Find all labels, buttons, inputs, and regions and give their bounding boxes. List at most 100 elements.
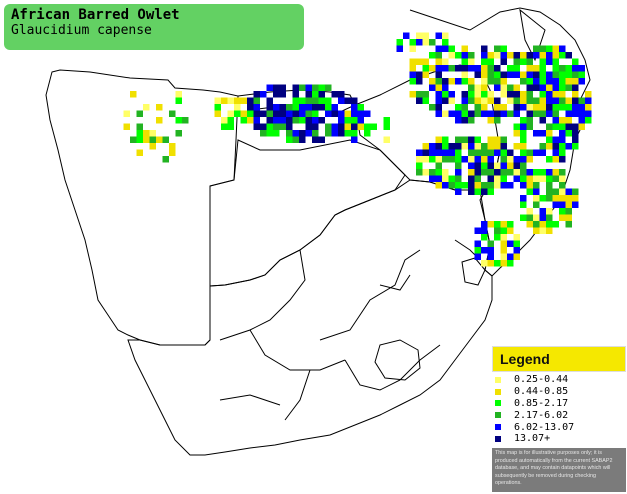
occurrence-cell — [461, 97, 468, 104]
occurrence-cell — [565, 110, 572, 117]
occurrence-cell — [273, 91, 280, 98]
legend-swatch — [495, 424, 501, 431]
occurrence-cell — [487, 169, 494, 176]
occurrence-cell — [130, 91, 137, 98]
occurrence-cell — [442, 97, 449, 104]
occurrence-cell — [546, 123, 553, 130]
occurrence-cell — [266, 123, 273, 130]
occurrence-cell — [494, 45, 501, 52]
occurrence-cell — [559, 136, 566, 143]
occurrence-cell — [533, 130, 540, 137]
occurrence-cell — [552, 117, 559, 124]
occurrence-cell — [546, 221, 553, 228]
occurrence-cell — [565, 65, 572, 72]
occurrence-cell — [559, 78, 566, 85]
occurrence-cell — [572, 65, 579, 72]
legend-row: 0.44-0.85 — [495, 386, 626, 398]
occurrence-cell — [260, 110, 267, 117]
occurrence-cell — [461, 143, 468, 150]
occurrence-cell — [169, 149, 176, 156]
occurrence-cell — [539, 84, 546, 91]
species-latin-name: Glaucidium capense — [11, 23, 152, 38]
occurrence-cell — [526, 188, 533, 195]
occurrence-cell — [214, 97, 221, 104]
occurrence-cell — [448, 52, 455, 59]
occurrence-cell — [487, 97, 494, 104]
occurrence-cell — [455, 188, 462, 195]
occurrence-cell — [539, 65, 546, 72]
occurrence-cell — [474, 65, 481, 72]
occurrence-cell — [539, 110, 546, 117]
occurrence-cell — [448, 149, 455, 156]
occurrence-cell — [481, 104, 488, 111]
occurrence-cell — [468, 97, 475, 104]
occurrence-cell — [221, 123, 228, 130]
occurrence-cell — [435, 45, 442, 52]
occurrence-cell — [448, 156, 455, 163]
occurrence-cell — [494, 78, 501, 85]
occurrence-cell — [429, 104, 436, 111]
occurrence-cell — [487, 52, 494, 59]
occurrence-cell — [494, 260, 501, 267]
occurrence-cell — [500, 162, 507, 169]
occurrence-cell — [442, 175, 449, 182]
occurrence-cell — [552, 65, 559, 72]
occurrence-cell — [552, 78, 559, 85]
occurrence-cell — [546, 175, 553, 182]
occurrence-cell — [429, 39, 436, 46]
occurrence-cell — [526, 156, 533, 163]
occurrence-cell — [305, 97, 312, 104]
occurrence-cell — [585, 97, 592, 104]
occurrence-cell — [559, 117, 566, 124]
occurrence-cell — [253, 91, 260, 98]
occurrence-cell — [299, 117, 306, 124]
occurrence-cell — [494, 110, 501, 117]
occurrence-cell — [552, 201, 559, 208]
occurrence-cell — [578, 117, 585, 124]
occurrence-cell — [416, 78, 423, 85]
occurrence-cell — [520, 117, 527, 124]
occurrence-cell — [533, 84, 540, 91]
occurrence-cell — [533, 227, 540, 234]
occurrence-cell — [539, 149, 546, 156]
occurrence-cell — [500, 78, 507, 85]
occurrence-cell — [429, 169, 436, 176]
occurrence-cell — [474, 182, 481, 189]
occurrence-cell — [214, 110, 221, 117]
occurrence-cell — [513, 123, 520, 130]
occurrence-cell — [468, 188, 475, 195]
occurrence-cell — [442, 110, 449, 117]
occurrence-cell — [500, 247, 507, 254]
occurrence-cell — [559, 156, 566, 163]
occurrence-cell — [487, 58, 494, 65]
occurrence-cell — [533, 97, 540, 104]
occurrence-cell — [481, 78, 488, 85]
occurrence-cell — [455, 104, 462, 111]
occurrence-cell — [403, 32, 410, 39]
occurrence-cell — [513, 97, 520, 104]
occurrence-cell — [351, 110, 358, 117]
occurrence-cell — [578, 65, 585, 72]
legend-label: 13.07+ — [514, 433, 551, 445]
occurrence-cell — [448, 45, 455, 52]
occurrence-cell — [474, 143, 481, 150]
occurrence-cell — [338, 123, 345, 130]
occurrence-cell — [175, 117, 182, 124]
occurrence-cell — [455, 169, 462, 176]
occurrence-cell — [344, 130, 351, 137]
occurrence-cell — [312, 110, 319, 117]
occurrence-cell — [461, 78, 468, 85]
legend-label: 0.44-0.85 — [514, 386, 569, 398]
occurrence-cell — [481, 260, 488, 267]
occurrence-cell — [286, 110, 293, 117]
occurrence-cell — [533, 175, 540, 182]
occurrence-cell — [123, 123, 130, 130]
occurrence-cell — [435, 91, 442, 98]
occurrence-cell — [331, 91, 338, 98]
occurrence-cell — [572, 123, 579, 130]
occurrence-cell — [279, 84, 286, 91]
occurrence-cell — [487, 136, 494, 143]
occurrence-cell — [539, 214, 546, 221]
occurrence-cell — [585, 117, 592, 124]
occurrence-cell — [481, 110, 488, 117]
